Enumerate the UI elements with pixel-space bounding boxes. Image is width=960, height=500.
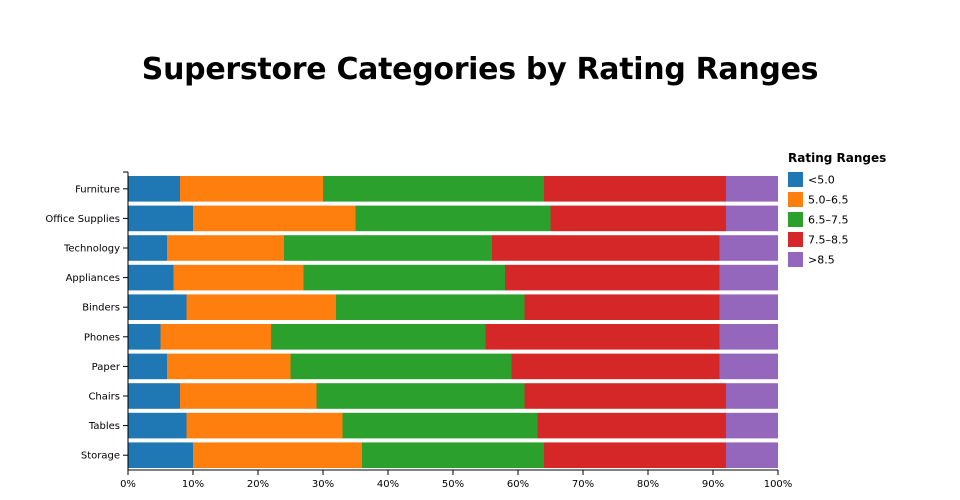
y-tick-label-paper: Paper (92, 362, 121, 373)
bar-furniture-6-5-7-5 (323, 176, 544, 202)
bar-storage-8-5 (726, 442, 778, 468)
y-tick-label-tables: Tables (88, 421, 120, 432)
bar-furniture-5-0 (128, 176, 180, 202)
bar-appliances-8-5 (719, 264, 778, 291)
bar-appliances-5-0-6-5 (173, 264, 304, 291)
legend-swatch-7-5-8-5 (788, 232, 803, 247)
x-tick-label-80: 80% (637, 479, 659, 490)
bar-paper-7-5-8-5 (511, 353, 720, 380)
bar-office-supplies-5-0 (128, 205, 193, 232)
x-tick-label-10: 10% (182, 479, 204, 490)
y-tick-label-chairs: Chairs (88, 392, 120, 403)
bar-chairs-5-0-6-5 (180, 383, 317, 409)
bar-tables-6-5-7-5 (342, 412, 538, 439)
bar-office-supplies-5-0-6-5 (193, 205, 356, 232)
legend-label-8-5: >8.5 (808, 254, 835, 267)
legend-label-7-5-8-5: 7.5–8.5 (808, 234, 849, 247)
x-tick-label-100: 100% (764, 479, 793, 490)
bar-tables-5-0 (128, 412, 187, 439)
y-tick-label-phones: Phones (84, 332, 120, 343)
bar-office-supplies-7-5-8-5 (550, 205, 726, 232)
bar-paper-5-0-6-5 (167, 353, 291, 380)
bar-paper-5-0 (128, 353, 167, 380)
bar-technology-7-5-8-5 (492, 235, 720, 261)
bar-appliances-7-5-8-5 (505, 264, 720, 291)
bar-office-supplies-6-5-7-5 (355, 205, 551, 232)
bar-phones-8-5 (719, 324, 778, 350)
x-tick-label-20: 20% (247, 479, 269, 490)
bar-binders-6-5-7-5 (336, 294, 525, 320)
bar-paper-6-5-7-5 (290, 353, 512, 380)
bar-technology-6-5-7-5 (284, 235, 492, 261)
chart-title: Superstore Categories by Rating Ranges (141, 52, 819, 87)
bar-binders-8-5 (719, 294, 778, 320)
legend-title: Rating Ranges (788, 151, 886, 165)
bar-phones-7-5-8-5 (485, 324, 720, 350)
x-tick-label-40: 40% (377, 479, 399, 490)
legend-label-6-5-7-5: 6.5–7.5 (808, 214, 849, 227)
legend-swatch-6-5-7-5 (788, 212, 803, 227)
bar-phones-5-0-6-5 (160, 324, 271, 350)
bar-tables-8-5 (726, 412, 778, 439)
bar-storage-5-0-6-5 (193, 442, 362, 468)
bar-binders-5-0 (128, 294, 187, 320)
bar-appliances-6-5-7-5 (303, 264, 505, 291)
legend: Rating Ranges <5.0 5.0–6.5 6.5–7.5 7.5–8.5 >8… (788, 151, 886, 267)
y-tick-label-binders: Binders (82, 303, 120, 314)
legend-label-5-0: <5.0 (808, 174, 835, 187)
bar-tables-7-5-8-5 (537, 412, 726, 439)
y-tick-label-appliances: Appliances (66, 273, 120, 284)
bar-paper-8-5 (719, 353, 778, 380)
bar-furniture-5-0-6-5 (180, 176, 323, 202)
bar-furniture-8-5 (726, 176, 778, 202)
bar-phones-6-5-7-5 (271, 324, 486, 350)
bar-storage-6-5-7-5 (362, 442, 544, 468)
x-tick-label-30: 30% (312, 479, 334, 490)
bar-storage-5-0 (128, 442, 193, 468)
bar-chairs-8-5 (726, 383, 778, 409)
legend-swatch-8-5 (788, 252, 803, 267)
bar-office-supplies-8-5 (726, 205, 778, 232)
y-tick-label-office-supplies: Office Supplies (45, 214, 120, 225)
bar-technology-5-0 (128, 235, 167, 261)
x-axis: 0% 10% 20% 30% 40% 50% 60% 70% 80% 90% 100% (120, 469, 793, 490)
x-tick-label-60: 60% (507, 479, 529, 490)
x-tick-label-90: 90% (702, 479, 724, 490)
bar-binders-7-5-8-5 (524, 294, 720, 320)
bar-technology-8-5 (719, 235, 778, 261)
y-tick-label-storage: Storage (81, 451, 120, 462)
bar-chairs-6-5-7-5 (316, 383, 525, 409)
bar-chairs-5-0 (128, 383, 180, 409)
bar-furniture-7-5-8-5 (544, 176, 726, 202)
legend-swatch-5-0 (788, 172, 803, 187)
bars-layer (128, 176, 778, 468)
bar-phones-5-0 (128, 324, 161, 350)
x-tick-label-0: 0% (120, 479, 136, 490)
y-tick-label-furniture: Furniture (75, 184, 120, 195)
bar-chairs-7-5-8-5 (524, 383, 726, 409)
bar-tables-5-0-6-5 (186, 412, 343, 439)
y-tick-label-technology: Technology (63, 244, 120, 255)
bar-binders-5-0-6-5 (186, 294, 336, 320)
bar-appliances-5-0 (128, 264, 174, 291)
legend-label-5-0-6-5: 5.0–6.5 (808, 194, 849, 207)
x-tick-label-70: 70% (572, 479, 594, 490)
bar-technology-5-0-6-5 (167, 235, 284, 261)
x-tick-label-50: 50% (442, 479, 464, 490)
legend-swatch-5-0-6-5 (788, 192, 803, 207)
y-axis: Furniture Office Supplies Technology Applia… (45, 171, 129, 470)
bar-storage-7-5-8-5 (544, 442, 726, 468)
